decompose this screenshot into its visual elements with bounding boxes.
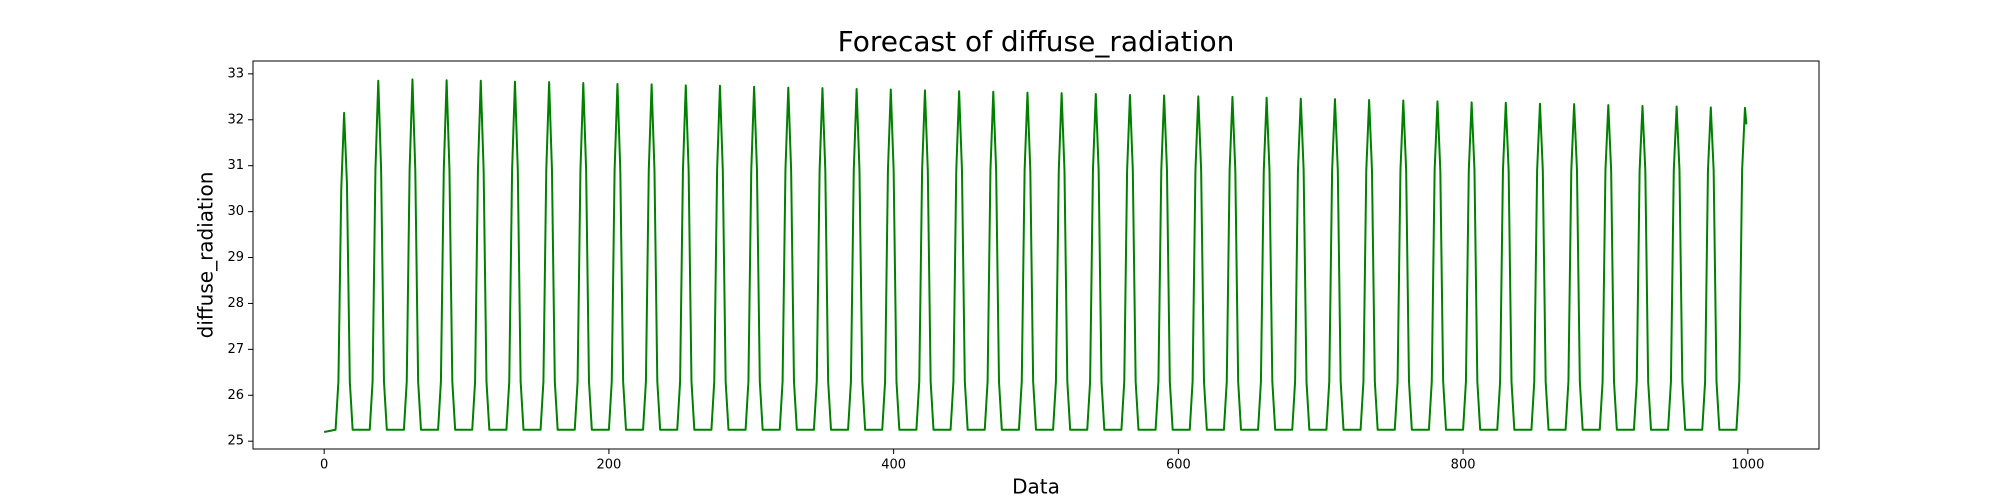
x-axis-label: Data — [1012, 475, 1060, 499]
y-tick-label: 25 — [227, 434, 244, 449]
plot-frame — [252, 60, 1820, 450]
y-tick-label: 31 — [227, 158, 244, 173]
x-tick-label: 600 — [1166, 458, 1191, 473]
x-tick-label: 200 — [596, 458, 621, 473]
y-tick-label: 28 — [227, 296, 244, 311]
y-tick-label: 26 — [227, 388, 244, 403]
x-tick-label: 400 — [881, 458, 906, 473]
x-tick-label: 800 — [1451, 458, 1476, 473]
line — [323, 78, 1748, 433]
y-tick-label: 32 — [227, 112, 244, 127]
y-tick-label: 33 — [227, 66, 244, 81]
y-tick-label: 29 — [227, 250, 244, 265]
x-tick-label: 0 — [320, 458, 328, 473]
chart-title: Forecast of diffuse_radiation — [838, 25, 1235, 58]
y-axis-label: diffuse_radiation — [194, 172, 218, 339]
x-tick-label: 1000 — [1731, 458, 1764, 473]
y-tick-label: 27 — [227, 342, 244, 357]
y-tick-label: 30 — [227, 204, 244, 219]
